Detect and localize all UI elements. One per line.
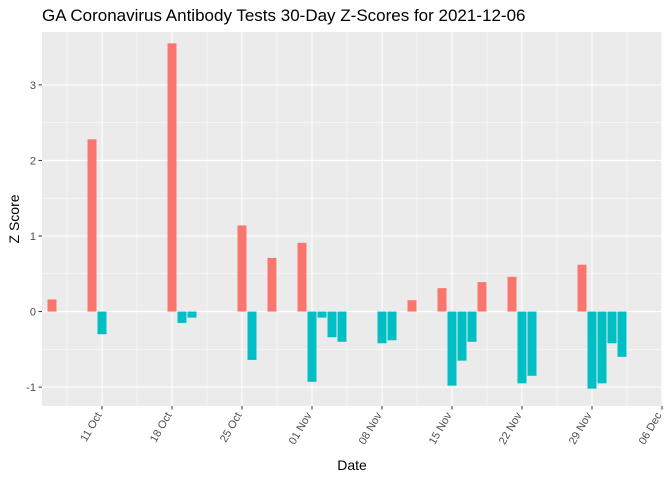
x-tick-label: 08 Nov (357, 410, 385, 447)
x-tick-label: 01 Nov (287, 410, 315, 447)
bar (337, 311, 347, 342)
x-axis: 11 Oct 18 Oct 25 Oct 01 Nov 08 Nov 15 Nov 22 N… (78, 406, 665, 447)
bar (617, 311, 627, 357)
y-tick-label: 3 (30, 80, 36, 92)
grid-major (42, 32, 663, 406)
grid-minor (42, 32, 662, 406)
bar (587, 311, 597, 389)
x-tick-label: 11 Oct (78, 411, 104, 444)
bar (467, 311, 477, 342)
y-tick-label: 1 (30, 231, 36, 243)
x-tick-label: 06 Dec (637, 410, 665, 447)
y-axis: -1 0 1 2 3 (26, 80, 42, 394)
y-axis-title: Z Score (6, 194, 22, 243)
bar (47, 299, 57, 312)
x-axis-title: Date (337, 457, 367, 473)
x-tick-label: 25 Oct (218, 411, 245, 445)
bar (237, 225, 247, 312)
x-tick-label: 29 Nov (567, 410, 595, 447)
bar (297, 242, 307, 312)
x-tick-label: 15 Nov (427, 410, 455, 447)
bar (387, 311, 397, 341)
bar (247, 311, 257, 360)
bar (167, 43, 177, 312)
plot-panel (42, 32, 662, 406)
bar (437, 288, 447, 312)
bar (457, 311, 467, 361)
chart-title: GA Coronavirus Antibody Tests 30-Day Z-S… (42, 6, 526, 25)
bar (407, 300, 417, 312)
bar (317, 311, 327, 318)
bar (447, 311, 457, 386)
bar (307, 311, 317, 382)
bar (527, 311, 537, 376)
bar (377, 311, 387, 344)
bars (47, 43, 627, 389)
y-tick-label: -1 (26, 382, 36, 394)
y-tick-label: 0 (30, 307, 36, 319)
bar (577, 264, 587, 312)
x-tick-label: 22 Nov (497, 410, 525, 447)
bar (517, 311, 527, 384)
bar (507, 276, 517, 312)
bar (477, 282, 487, 312)
bar (87, 139, 97, 312)
bar (327, 311, 337, 338)
bar (97, 311, 107, 335)
x-tick-label: 18 Oct (148, 411, 175, 445)
bar (177, 311, 187, 323)
bar (267, 257, 277, 312)
bar (607, 311, 617, 344)
bar (187, 311, 197, 318)
bar (597, 311, 607, 384)
y-tick-label: 2 (30, 155, 36, 167)
